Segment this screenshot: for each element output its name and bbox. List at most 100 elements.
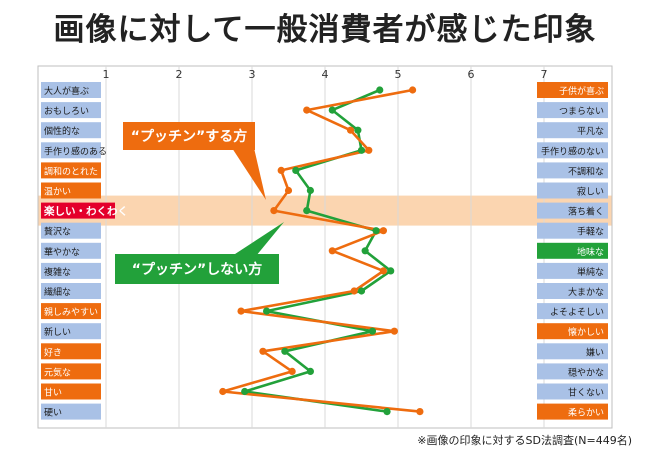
left-label: 複雑な [44,266,71,278]
right-label-box [537,122,608,139]
left-label: 繊細な [44,286,71,298]
x-tick-label: 3 [249,68,256,81]
right-label-box [537,323,608,340]
right-label-box [537,222,608,239]
right-label: 甘くない [568,387,604,399]
right-label: 柔らかい [568,408,604,419]
right-label: 子供が喜ぶ [559,85,604,97]
data-point-green [372,227,380,235]
data-point-orange [409,86,417,94]
left-label-box [41,142,101,159]
data-point-green [383,408,391,416]
right-label-box [537,383,608,400]
right-label-box [537,363,608,380]
left-label: 硬い [44,408,62,419]
left-label-box [41,262,101,279]
left-label: おもしろい [44,106,89,117]
left-label-box [41,182,101,199]
right-label: 穏やかな [568,367,604,378]
left-label: 手作り感のある [44,145,107,157]
data-point-green [263,307,271,315]
left-label-box [41,303,101,320]
data-point-orange [219,387,227,396]
right-label-box [537,142,608,159]
left-label: 温かい [44,187,71,198]
data-point-orange [303,106,311,114]
series-point-layer [219,86,424,416]
right-label-box [537,303,608,320]
data-point-orange [350,287,358,295]
left-label: 好き [44,346,62,358]
right-label: 嫌い [586,346,604,358]
data-point-green [368,327,377,335]
data-point-green [361,247,369,255]
left-label: 個性的な [44,125,80,137]
callout-box-orange [123,122,255,150]
x-tick-label: 2 [176,68,183,81]
data-point-orange [390,327,398,335]
x-tick-label: 4 [322,68,329,81]
left-label-box [41,363,101,380]
data-point-green [241,387,249,396]
left-label: 華やかな [44,246,80,258]
left-label: 大人が喜ぶ [44,85,89,97]
right-label-box [537,182,608,199]
right-label-box [537,162,608,179]
left-label-box [41,283,101,299]
right-label: 平凡な [577,126,604,137]
left-label: 甘い [44,387,62,399]
page-title: 画像に対して一般消費者が感じた印象 [53,12,597,48]
x-tick-label: 7 [541,68,548,81]
data-point-orange [288,367,296,375]
right-label-box [537,403,608,420]
data-point-orange [270,207,278,215]
right-label: つまらない [559,106,604,117]
right-label: 寂しい [577,186,604,198]
callout-label-green: “プッチン”しない方 [132,261,262,278]
data-point-green [328,106,336,114]
right-label-box [537,343,608,360]
data-point-green [306,367,314,375]
right-label-box [537,102,608,119]
series-line-green [243,88,393,413]
data-point-green [354,126,362,134]
left-label-box [41,383,101,400]
data-point-green [306,186,314,195]
left-label-box [41,162,101,179]
right-label: 不調和な [568,165,604,177]
left-label-box [41,102,101,119]
data-point-orange [379,227,387,235]
x-tick-layer: 1 2 3 4 5 6 7 [103,68,548,81]
right-label-box [537,283,608,299]
right-label: 手作り感のない [541,145,604,157]
right-label-box [537,82,608,98]
data-point-orange [277,166,285,174]
data-point-orange [365,146,373,154]
left-label: 贅沢な [44,226,71,238]
left-label: 楽しい・わくわく [43,205,128,218]
data-point-green [387,267,395,275]
x-tick-label: 6 [468,68,475,81]
right-label: 単純な [577,266,604,278]
right-label-box [537,242,608,259]
callout-layer: “プッチン”する方 “プッチン”しない方 [115,122,284,284]
data-point-orange [346,126,355,134]
x-tick-label: 5 [395,68,402,81]
left-label: 新しい [44,326,71,338]
data-point-green [357,146,366,154]
grid-layer [37,65,613,429]
callout-pointer-orange [232,148,266,200]
data-point-orange [284,186,293,195]
data-point-green [281,347,289,355]
data-point-orange [379,267,387,275]
data-point-orange [259,347,267,355]
right-label: 地味な [577,246,604,258]
left-label-box [41,323,101,340]
data-point-green [376,86,384,94]
callout-label-orange: “プッチン”する方 [131,128,247,145]
right-label: よそよそしい [550,307,604,318]
left-label-box [41,222,101,239]
data-point-green [357,287,366,295]
